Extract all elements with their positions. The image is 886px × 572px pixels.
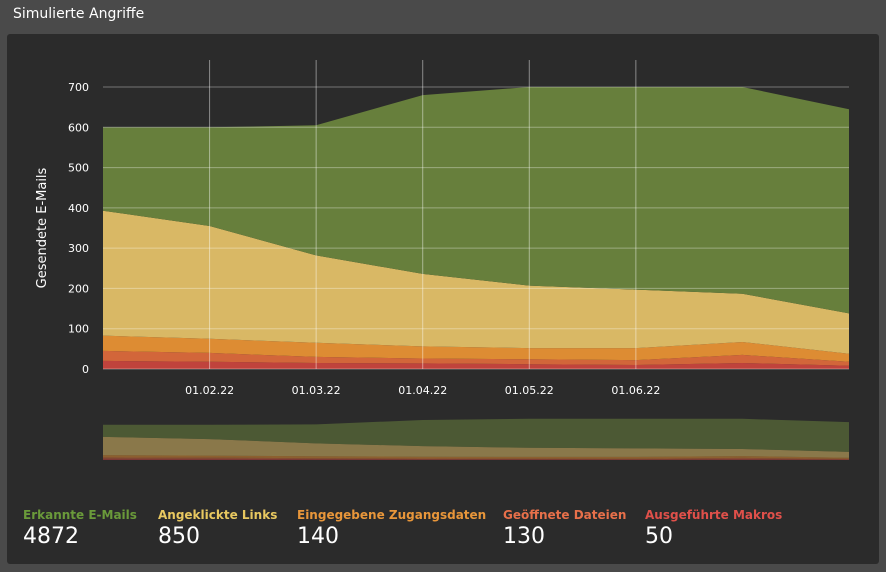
stat-value: 850 — [158, 524, 200, 549]
stat-label: Erkannte E-Mails — [23, 508, 137, 522]
area-eingegebene-zugangsdaten — [103, 335, 849, 362]
x-tick-label: 01.04.22 — [398, 384, 447, 397]
navigator-area — [103, 455, 849, 459]
x-tick-label: 01.06.22 — [611, 384, 660, 397]
chart-panel: 0 100 200 300 400 500 600 700 01.02.22 01.03.22 01… — [7, 34, 879, 564]
navigator-area — [103, 436, 849, 458]
y-tick-label: 100 — [68, 323, 89, 336]
y-tick-label: 300 — [68, 242, 89, 255]
stat-label: Angeklickte Links — [158, 508, 278, 522]
x-tick-label: 01.03.22 — [292, 384, 341, 397]
stat-value: 140 — [297, 524, 339, 549]
y-tick-label: 500 — [68, 162, 89, 175]
stats-row: Erkannte E-Mails 4872 Angeklickte Links … — [7, 504, 879, 564]
stat-value: 4872 — [23, 524, 79, 549]
y-tick-label: 600 — [68, 121, 89, 134]
x-tick-label: 01.02.22 — [185, 384, 234, 397]
stat-eingegebene-zugangsdaten: Eingegebene Zugangsdaten 140 — [297, 508, 486, 549]
y-axis-label: Gesendete E-Mails — [35, 167, 50, 288]
stat-label: Eingegebene Zugangsdaten — [297, 508, 487, 522]
area-angeklickte-links — [103, 210, 849, 354]
stat-label: Ausgeführte Makros — [645, 508, 783, 522]
y-tick-label: 400 — [68, 202, 89, 215]
y-tick-label: 200 — [68, 282, 89, 295]
navigator-area — [103, 458, 849, 460]
stat-value: 130 — [503, 524, 545, 549]
area-erkannte-e-mails — [103, 87, 849, 314]
stat-label: Geöffnete Dateien — [503, 508, 627, 522]
navigator-area — [103, 457, 849, 460]
stat-geoeffnete-dateien: Geöffnete Dateien 130 — [503, 508, 626, 549]
area-ausgef-hrte-makros — [103, 360, 849, 369]
header: Simulierte Angriffe — [0, 0, 886, 30]
stat-erkannte-emails: Erkannte E-Mails 4872 — [23, 508, 137, 549]
x-tick-label: 01.05.22 — [505, 384, 554, 397]
area-chart[interactable]: 0 100 200 300 400 500 600 700 01.02.22 01.03.22 01… — [7, 34, 879, 504]
page-title: Simulierte Angriffe — [13, 6, 145, 22]
stat-value: 50 — [645, 524, 673, 549]
stat-angeklickte-links: Angeklickte Links 850 — [158, 508, 277, 549]
area-ge-ffnete-dateien — [103, 350, 849, 366]
stat-ausgefuehrte-makros: Ausgeführte Makros 50 — [645, 508, 782, 549]
y-tick-label: 700 — [68, 81, 89, 94]
navigator-area — [103, 418, 849, 452]
y-tick-label: 0 — [82, 363, 89, 376]
